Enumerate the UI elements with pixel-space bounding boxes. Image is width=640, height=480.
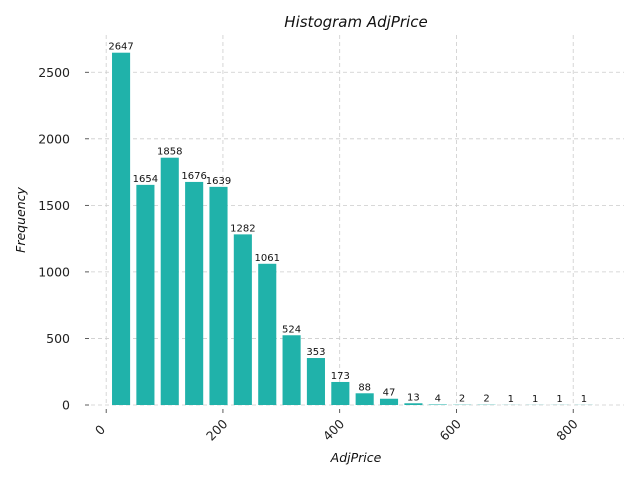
bar-value-label: 353 (306, 347, 325, 358)
histogram-bar (233, 234, 252, 405)
bar-value-label: 2 (483, 394, 489, 405)
x-tick-label: 600 (437, 416, 465, 444)
x-axis-title: AdjPrice (330, 450, 382, 465)
bar-value-label: 1 (508, 394, 514, 405)
bar-value-label: 173 (331, 371, 350, 382)
bar-value-label: 1858 (157, 147, 182, 158)
bar-layer (112, 52, 594, 405)
y-tick-label: 500 (46, 331, 70, 346)
bar-value-label: 1 (556, 394, 562, 405)
histogram-bar (258, 263, 277, 405)
y-tick-label: 2500 (38, 65, 70, 80)
bar-value-label: 47 (383, 388, 396, 399)
histogram-bar (209, 186, 228, 405)
bar-value-label: 524 (282, 324, 301, 335)
y-axis-title: Frequency (13, 187, 28, 253)
y-axis: 0 500 1000 1500 2000 2500 (38, 65, 89, 413)
x-axis: 0 200 400 600 800 (92, 409, 581, 444)
histogram-bar (112, 52, 131, 405)
y-tick-label: 0 (62, 398, 70, 413)
bar-value-label: 1654 (133, 174, 158, 185)
x-tick-label: 400 (320, 416, 348, 444)
histogram-bar (404, 403, 423, 405)
bar-value-label: 1 (581, 394, 587, 405)
histogram-bar (282, 335, 301, 405)
histogram-bar (160, 157, 179, 405)
bar-value-label: 4 (435, 393, 441, 404)
bar-value-label: 1676 (181, 171, 206, 182)
bar-value-label: 13 (407, 392, 420, 403)
bar-value-label: 1639 (206, 176, 231, 187)
histogram-bar (331, 381, 350, 405)
histogram-bar (379, 398, 399, 405)
y-tick-label: 1000 (38, 264, 70, 279)
bar-value-label: 1 (532, 394, 538, 405)
histogram-bar (136, 184, 155, 405)
histogram-bar (185, 181, 204, 405)
y-tick-label: 1500 (38, 198, 70, 213)
chart-title: Histogram AdjPrice (284, 13, 427, 31)
bar-value-label: 2 (459, 394, 465, 405)
bar-value-label: 88 (358, 382, 371, 393)
y-tick-label: 2000 (38, 131, 70, 146)
bar-value-label: 1282 (230, 223, 255, 234)
x-tick-label: 800 (553, 416, 581, 444)
x-tick-label: 200 (203, 416, 231, 444)
histogram-bar (428, 404, 447, 405)
histogram-bar (306, 358, 325, 405)
bar-value-label: 1061 (255, 253, 280, 264)
x-tick-label: 0 (92, 422, 108, 438)
histogram-bar (355, 393, 374, 405)
bar-value-label: 2647 (108, 42, 133, 53)
